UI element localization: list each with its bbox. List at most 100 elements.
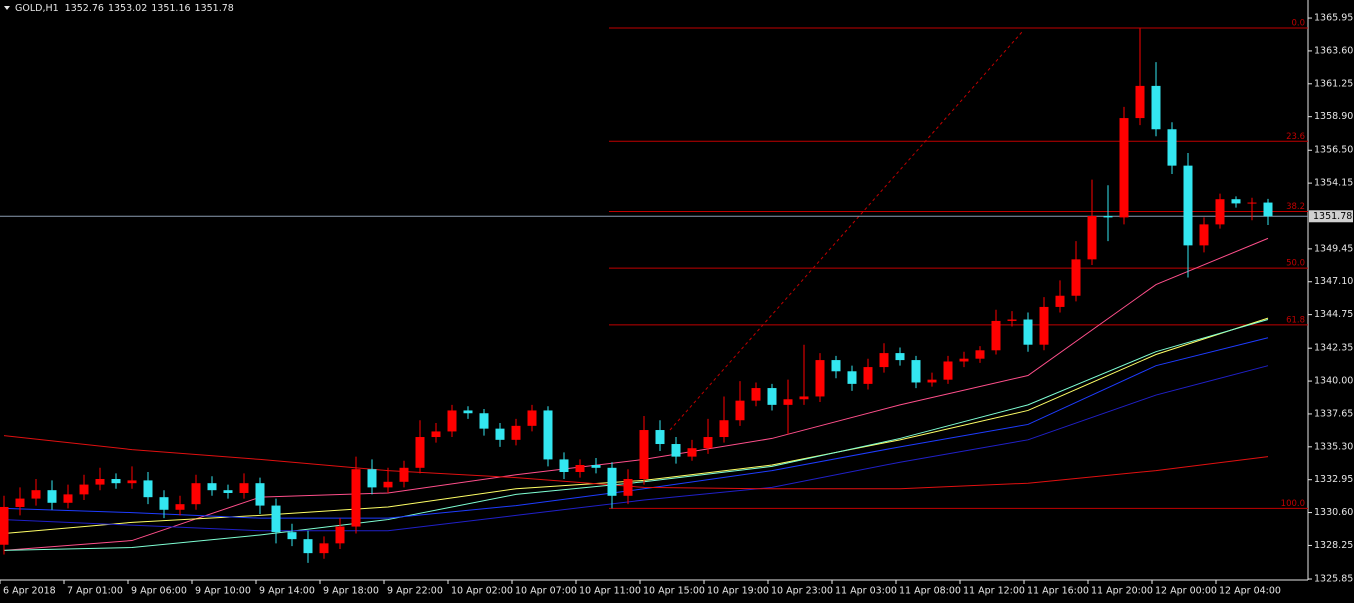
- candle-body: [831, 360, 841, 372]
- candle-body: [431, 431, 441, 438]
- candle-body: [639, 430, 649, 479]
- x-tick-label: 11 Apr 03:00: [835, 586, 897, 597]
- fib-label: 50.0: [1286, 259, 1305, 269]
- candle-body: [1071, 259, 1081, 296]
- candle-body: [303, 539, 313, 554]
- x-tick-label: 10 Apr 02:00: [451, 586, 513, 597]
- candle-body: [207, 483, 217, 491]
- y-tick-label: 1330.60: [1314, 507, 1353, 518]
- x-tick-label: 7 Apr 01:00: [67, 586, 123, 597]
- candle-body: [1119, 118, 1129, 218]
- candle-body: [927, 379, 937, 383]
- candle-body: [511, 425, 521, 440]
- candle-body: [815, 360, 825, 397]
- candle-body: [959, 358, 969, 362]
- candle-body: [287, 532, 297, 540]
- x-tick-label: 10 Apr 11:00: [579, 586, 641, 597]
- y-tick-label: 1365.95: [1314, 13, 1353, 24]
- high-value: 1353.02: [108, 3, 147, 14]
- candle-body: [1183, 165, 1193, 246]
- candle-body: [479, 413, 489, 429]
- candle-body: [607, 467, 617, 496]
- candle-body: [63, 494, 73, 503]
- y-tick-label: 1332.95: [1314, 474, 1353, 485]
- fib-trend-line: [669, 31, 1023, 431]
- candle-body: [863, 367, 873, 384]
- candle-body: [703, 437, 713, 449]
- x-tick-label: 10 Apr 19:00: [707, 586, 769, 597]
- candle-body: [0, 506, 9, 545]
- candle-body: [975, 350, 985, 359]
- symbol: GOLD,H1: [15, 3, 59, 14]
- header: GOLD,H1 1352.76 1353.02 1351.16 1351.78: [15, 3, 234, 14]
- x-tick-label: 11 Apr 08:00: [899, 586, 961, 597]
- close-value: 1351.78: [195, 3, 234, 14]
- candle-body: [143, 480, 153, 498]
- x-tick-label: 9 Apr 10:00: [195, 586, 251, 597]
- x-tick-label: 9 Apr 18:00: [323, 586, 379, 597]
- candle-body: [991, 320, 1001, 351]
- y-tick-label: 1363.60: [1314, 45, 1353, 56]
- candle-body: [895, 353, 905, 361]
- candle-body: [1023, 319, 1033, 345]
- candle-body: [15, 498, 25, 507]
- fib-label: 61.8: [1286, 315, 1305, 325]
- candle-body: [1039, 306, 1049, 345]
- x-tick-label: 6 Apr 2018: [3, 586, 56, 597]
- menu-arrow[interactable]: [4, 6, 10, 10]
- x-tick-label: 11 Apr 12:00: [963, 586, 1025, 597]
- candle-body: [367, 469, 377, 488]
- candle-body: [95, 478, 105, 485]
- candle-body: [271, 505, 281, 533]
- candle-body: [47, 490, 57, 503]
- candle-body: [943, 361, 953, 380]
- candle-body: [735, 400, 745, 421]
- y-tick-label: 1325.85: [1314, 574, 1353, 585]
- candle-body: [671, 444, 681, 457]
- candle-body: [127, 480, 137, 484]
- candle-body: [255, 483, 265, 506]
- open-value: 1352.76: [65, 3, 104, 14]
- y-tick-label: 1354.15: [1314, 178, 1353, 189]
- x-tick-label: 11 Apr 16:00: [1027, 586, 1089, 597]
- fib-label: 0.0: [1291, 18, 1305, 28]
- last-price-label: 1351.78: [1313, 211, 1352, 222]
- candle-body: [1231, 199, 1241, 204]
- moving-average: [3, 365, 1269, 532]
- candle-body: [911, 360, 921, 383]
- x-tick-label: 10 Apr 07:00: [515, 586, 577, 597]
- low-value: 1351.16: [151, 3, 190, 14]
- candle-body: [1087, 215, 1097, 260]
- fib-label: 100.0: [1281, 499, 1305, 509]
- y-tick-label: 1337.65: [1314, 408, 1353, 419]
- y-tick-label: 1344.75: [1314, 309, 1353, 320]
- candle-body: [559, 459, 569, 473]
- y-tick-label: 1328.25: [1314, 540, 1353, 551]
- candle-body: [159, 497, 169, 510]
- y-tick-label: 1347.10: [1314, 276, 1353, 287]
- candle-body: [1007, 319, 1017, 321]
- x-tick-label: 11 Apr 20:00: [1091, 586, 1153, 597]
- candle-body: [335, 526, 345, 544]
- x-tick-label: 12 Apr 00:00: [1155, 586, 1217, 597]
- candle-body: [575, 465, 585, 473]
- x-tick-label: 9 Apr 14:00: [259, 586, 315, 597]
- candle-body: [351, 469, 361, 527]
- candle-body: [1151, 85, 1161, 130]
- candle-body: [1263, 202, 1273, 217]
- x-tick-label: 10 Apr 15:00: [643, 586, 705, 597]
- candle-body: [447, 410, 457, 432]
- x-tick-label: 9 Apr 22:00: [387, 586, 443, 597]
- candle-body: [1199, 224, 1209, 246]
- candle-body: [495, 428, 505, 440]
- last-price-box: [1309, 210, 1353, 223]
- candle-body: [383, 481, 393, 488]
- x-tick-label: 10 Apr 23:00: [771, 586, 833, 597]
- candle-body: [783, 399, 793, 405]
- candle-body: [655, 430, 665, 445]
- fib-label: 38.2: [1286, 202, 1305, 212]
- x-tick-label: 9 Apr 06:00: [131, 586, 187, 597]
- candle-body: [591, 465, 601, 468]
- candle-body: [1167, 129, 1177, 166]
- candle-body: [1103, 215, 1113, 218]
